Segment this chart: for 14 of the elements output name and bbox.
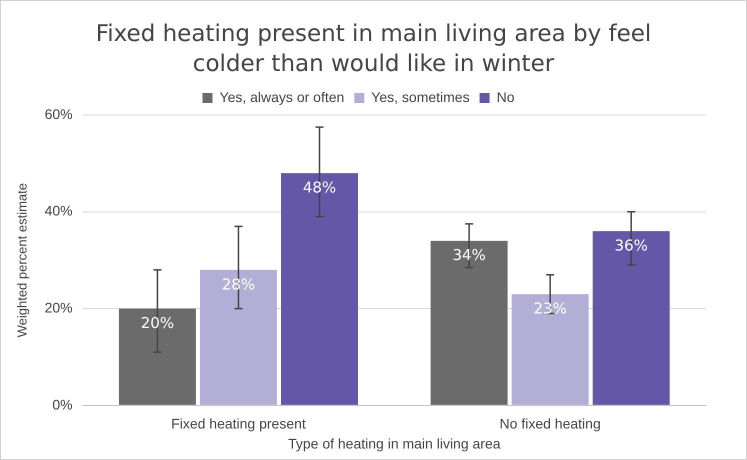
chart-title: Fixed heating present in main living area by feel colder than would like in winter bbox=[94, 20, 652, 79]
y-tick-label: 40% bbox=[44, 202, 73, 219]
x-axis-title: Type of heating in main living area bbox=[288, 435, 501, 452]
y-tick-label: 20% bbox=[44, 299, 73, 316]
legend-label: No bbox=[496, 88, 515, 105]
x-tick-label: Fixed heating present bbox=[171, 416, 306, 432]
y-tick-label: 0% bbox=[52, 396, 73, 412]
y-axis-title: Weighted percent estimate bbox=[14, 182, 30, 338]
data-label: 34% bbox=[452, 246, 486, 264]
data-label: 20% bbox=[140, 314, 174, 332]
legend-label: Yes, sometimes bbox=[371, 88, 470, 105]
legend-label: Yes, always or often bbox=[220, 88, 344, 105]
x-tick-label: No fixed heating bbox=[500, 416, 601, 432]
y-tick-label: 60% bbox=[44, 106, 73, 122]
